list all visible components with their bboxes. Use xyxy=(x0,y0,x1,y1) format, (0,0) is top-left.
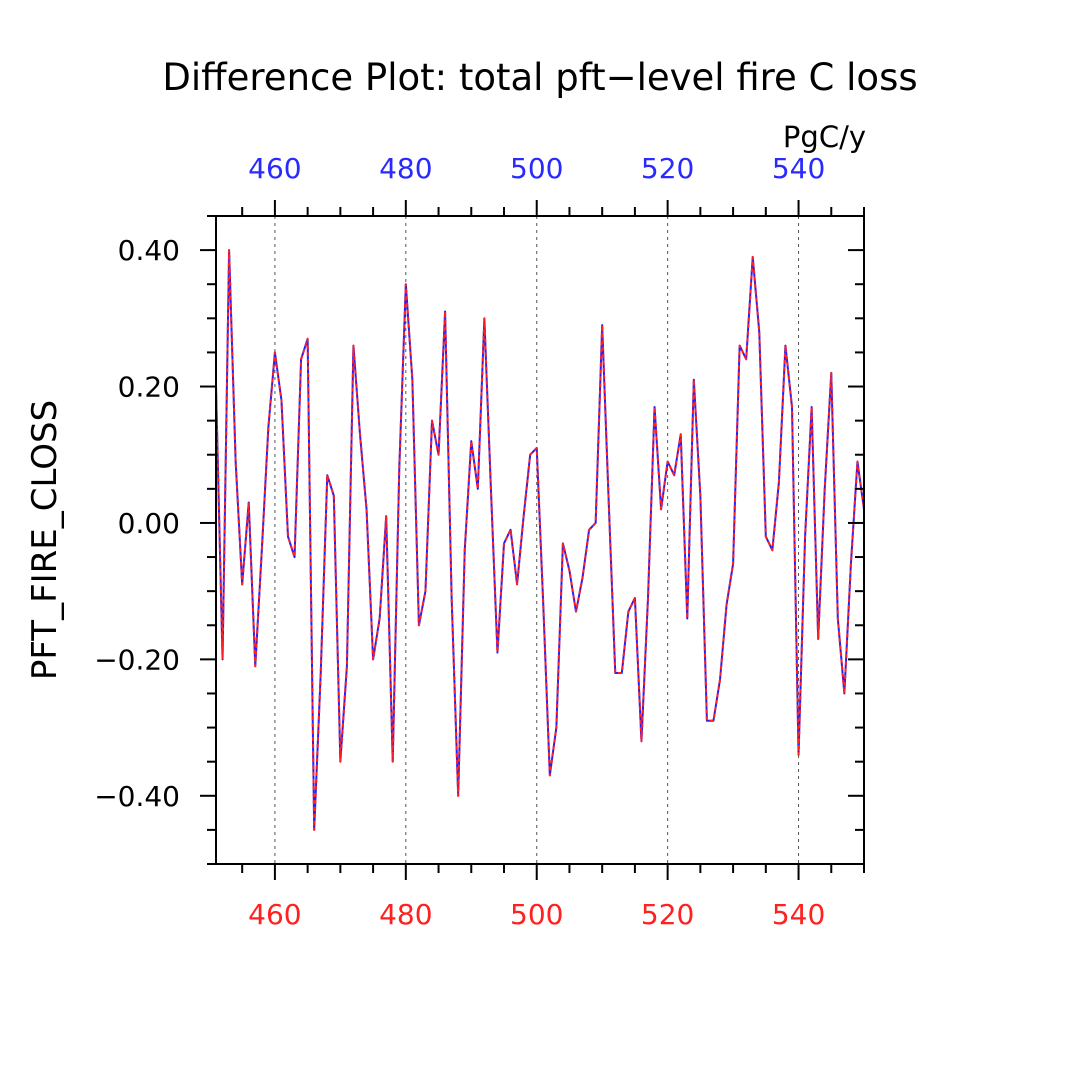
x-tick-label-bottom: 500 xyxy=(510,898,563,931)
y-tick-label: 0.40 xyxy=(118,234,180,267)
x-tick-label-bottom: 520 xyxy=(641,898,694,931)
x-tick-label-bottom: 460 xyxy=(248,898,301,931)
plot-frame xyxy=(215,215,865,865)
tick-labels: 460 480 500 520 540 460 480 500 520 540 0.40 0.20 0.… xyxy=(94,152,825,931)
y-tick-label: 0.00 xyxy=(118,507,180,540)
x-tick-label-top: 520 xyxy=(641,152,694,185)
axis-ticks xyxy=(200,200,865,880)
x-tick-label-top: 460 xyxy=(248,152,301,185)
chart-title: Difference Plot: total pft−level fire C … xyxy=(162,56,917,99)
y-tick-label: 0.20 xyxy=(118,371,180,404)
x-tick-label-bottom: 540 xyxy=(772,898,825,931)
x-tick-label-top: 500 xyxy=(510,152,563,185)
y-tick-label: −0.40 xyxy=(94,780,180,813)
x-tick-label-top: 540 xyxy=(772,152,825,185)
y-tick-label: −0.20 xyxy=(94,643,180,676)
series-line-dashed xyxy=(215,249,865,831)
series-line-solid xyxy=(215,249,865,831)
series-group xyxy=(215,249,865,831)
x-tick-label-top: 480 xyxy=(379,152,432,185)
x-tick-label-bottom: 480 xyxy=(379,898,432,931)
grid-lines xyxy=(274,216,800,864)
y-axis-label: PFT_FIRE_CLOSS xyxy=(25,400,65,680)
units-label: PgC/y xyxy=(783,120,866,154)
